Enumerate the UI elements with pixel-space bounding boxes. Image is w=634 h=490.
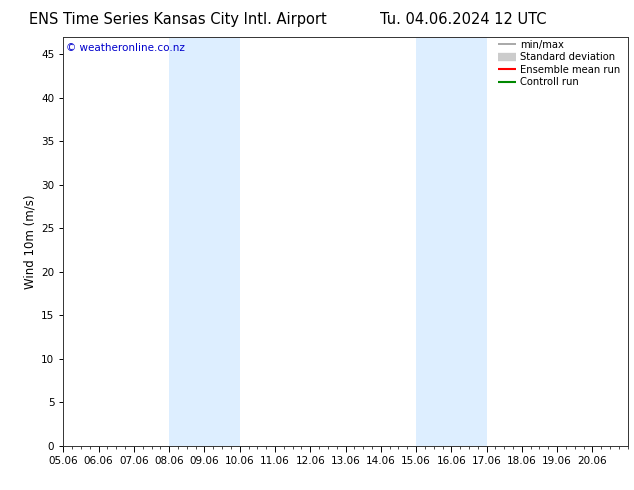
Y-axis label: Wind 10m (m/s): Wind 10m (m/s) xyxy=(24,194,37,289)
Bar xyxy=(416,37,487,446)
Text: Tu. 04.06.2024 12 UTC: Tu. 04.06.2024 12 UTC xyxy=(380,12,546,27)
Text: ENS Time Series Kansas City Intl. Airport: ENS Time Series Kansas City Intl. Airpor… xyxy=(29,12,327,27)
Bar xyxy=(169,37,240,446)
Legend: min/max, Standard deviation, Ensemble mean run, Controll run: min/max, Standard deviation, Ensemble me… xyxy=(496,38,623,89)
Text: © weatheronline.co.nz: © weatheronline.co.nz xyxy=(66,43,185,53)
